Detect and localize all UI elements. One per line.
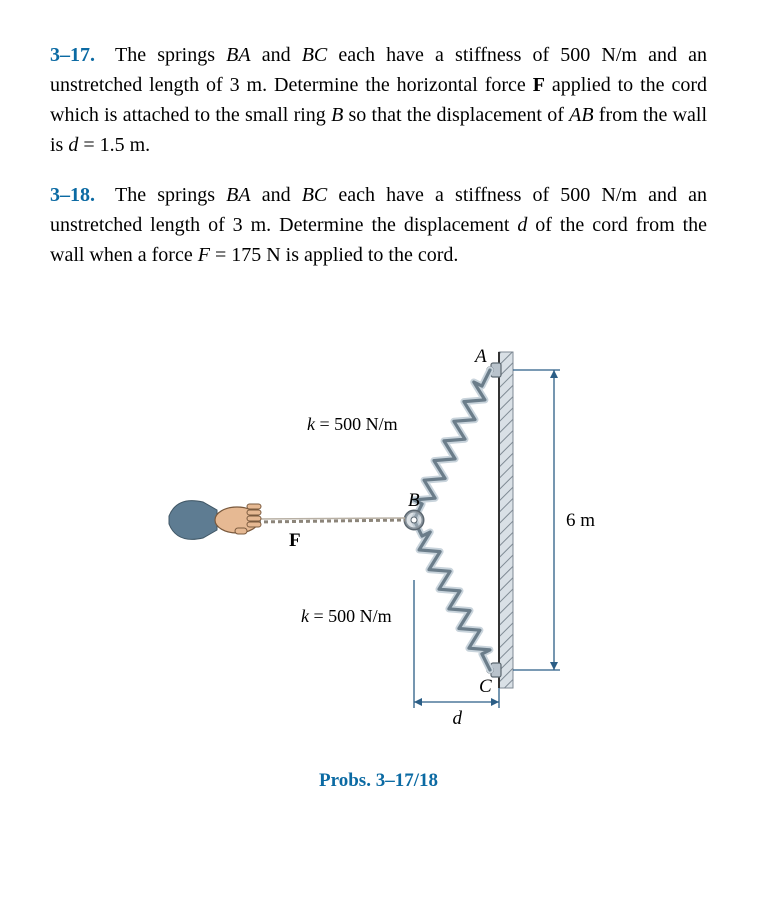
svg-text:6 m: 6 m [566,510,595,531]
svg-text:B: B [408,490,420,511]
problem-number: 3–18. [50,184,95,206]
spring-diagram: A C B Fd 6 m k = 500 N/m k = 500 N/m [159,320,599,740]
svg-text:d: d [452,708,462,729]
svg-text:k = 500 N/m: k = 500 N/m [307,414,398,434]
svg-text:F: F [289,530,301,551]
problem-number: 3–17. [50,44,95,66]
svg-text:C: C [479,676,492,697]
figure-caption: Probs. 3–17/18 [50,767,707,796]
figure-container: A C B Fd 6 m k = 500 N/m k = 500 N/m Probs. 3–… [50,320,707,796]
svg-text:k = 500 N/m: k = 500 N/m [301,606,392,626]
problem-1: 3–17. The springs BA and BC each have a … [50,40,707,160]
svg-text:A: A [473,346,487,367]
problem-2: 3–18. The springs BA and BC each have a … [50,180,707,270]
